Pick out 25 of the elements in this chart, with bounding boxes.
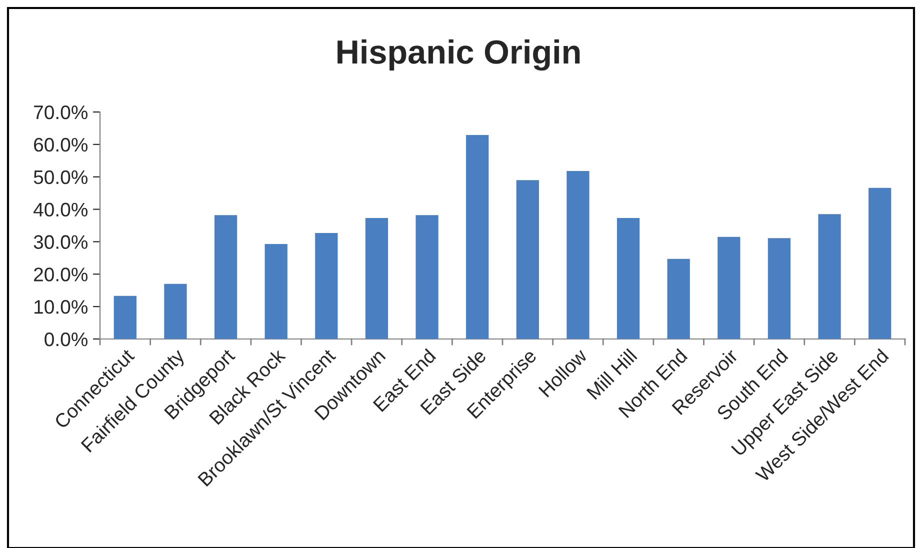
y-tick-label: 50.0% (34, 170, 88, 184)
bar (616, 218, 640, 339)
bar (818, 214, 841, 339)
bar (315, 232, 338, 339)
y-tick-label: 60.0% (34, 138, 88, 152)
y-tick-label: 20.0% (34, 268, 88, 282)
y-tick-label: 10.0% (34, 300, 88, 314)
y-tick-label: 70.0% (34, 105, 88, 120)
bar (516, 180, 539, 339)
bar (365, 218, 388, 339)
y-tick-label: 40.0% (34, 202, 88, 217)
bar (868, 188, 892, 339)
bar (667, 258, 690, 339)
bar (114, 296, 136, 339)
bar (214, 215, 238, 339)
bar (264, 244, 288, 339)
y-tick-label: 30.0% (34, 235, 88, 249)
y-tick-label: 0.0% (44, 332, 88, 346)
bar (566, 171, 590, 339)
bar (718, 236, 740, 339)
bar (768, 238, 791, 339)
chart-title: Hispanic Origin (338, 39, 580, 71)
bar (416, 215, 438, 339)
bar (466, 135, 489, 339)
bar (164, 284, 187, 339)
